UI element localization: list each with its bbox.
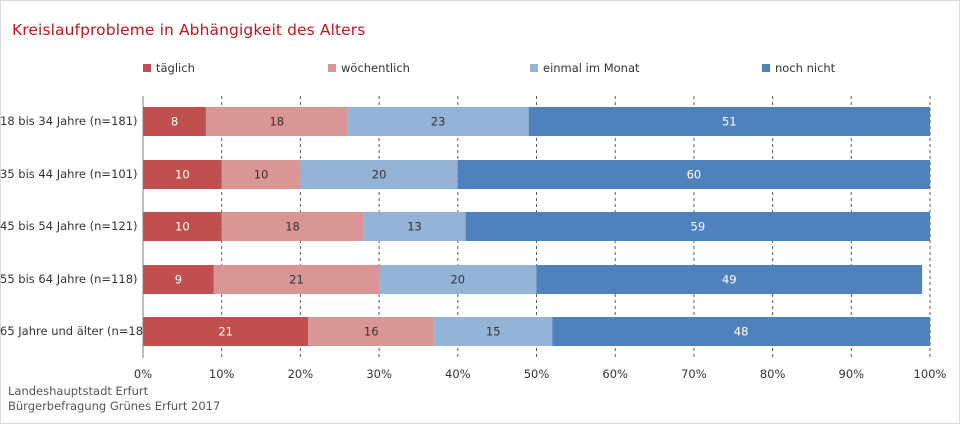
bar-segment <box>465 212 930 241</box>
x-tick-label: 30% <box>366 367 392 381</box>
bar-value-label: 21 <box>289 273 304 287</box>
x-tick-label: 70% <box>681 367 707 381</box>
legend-label: einmal im Monat <box>543 61 640 75</box>
legend-label: täglich <box>156 61 195 75</box>
bar-segment <box>143 317 309 346</box>
x-tick-label: 100% <box>913 367 947 381</box>
bar-segment <box>205 107 348 136</box>
x-tick-label: 20% <box>287 367 314 381</box>
bar-segment <box>552 317 930 346</box>
bar-segment <box>300 160 458 189</box>
x-tick-label: 10% <box>208 367 235 381</box>
x-tick-label: 90% <box>838 367 865 381</box>
bar-value-label: 20 <box>450 273 465 287</box>
legend-swatch <box>762 64 770 72</box>
legend-item: noch nicht <box>762 61 835 75</box>
bar-value-label: 51 <box>722 115 737 129</box>
bar-segment <box>143 107 206 136</box>
bar-value-label: 8 <box>171 115 178 129</box>
x-tick-label: 80% <box>759 367 786 381</box>
bar-value-label: 18 <box>285 220 300 234</box>
category-label: 65 Jahre und älter (n=185) <box>0 323 155 338</box>
bar-segment <box>528 107 930 136</box>
bar-value-label: 15 <box>486 325 501 339</box>
bar-value-label: 23 <box>431 115 446 129</box>
legend-swatch <box>530 64 538 72</box>
chart-title: Kreislaufprobleme in Abhängigkeit des Al… <box>12 21 366 39</box>
bar-value-label: 16 <box>364 325 379 339</box>
bar-value-label: 10 <box>175 220 190 234</box>
bar-value-label: 21 <box>218 325 233 339</box>
bar-value-label: 59 <box>691 220 706 234</box>
legend-swatch <box>328 64 336 72</box>
bar-value-label: 49 <box>722 273 737 287</box>
category-label: 45 bis 54 Jahre (n=121) <box>0 218 138 233</box>
category-label: 35 bis 44 Jahre (n=101) <box>0 166 138 181</box>
bar-segment <box>213 265 380 294</box>
legend-label: wöchentlich <box>341 61 410 75</box>
source-line-1: Landeshauptstadt Erfurt <box>8 384 149 398</box>
bar-segment <box>536 265 923 294</box>
bar-segment <box>221 212 364 241</box>
bar-value-label: 60 <box>687 168 702 182</box>
legend-swatch <box>143 64 151 72</box>
source-line-2: Bürgerbefragung Grünes Erfurt 2017 <box>8 399 221 413</box>
bar-segment <box>457 160 930 189</box>
x-tick-label: 50% <box>523 367 550 381</box>
bar-value-label: 9 <box>175 273 182 287</box>
legend-item: wöchentlich <box>328 61 410 75</box>
category-label: 18 bis 34 Jahre (n=181) <box>0 113 138 128</box>
bar-segment <box>363 212 466 241</box>
bar-segment <box>434 317 553 346</box>
legend-item: täglich <box>143 61 195 75</box>
legend-label: noch nicht <box>775 61 836 75</box>
bar-segment <box>221 160 301 189</box>
bar-segment <box>308 317 435 346</box>
bar-value-label: 18 <box>269 115 284 129</box>
x-tick-label: 40% <box>445 367 471 381</box>
bar-segment <box>347 107 529 136</box>
category-label: 55 bis 64 Jahre (n=118) <box>0 271 138 286</box>
x-tick-label: 60% <box>602 367 628 381</box>
bar-value-label: 10 <box>254 168 269 182</box>
bar-value-label: 13 <box>407 220 422 234</box>
bar-value-label: 48 <box>734 325 749 339</box>
x-tick-label: 0% <box>133 367 153 381</box>
bar-value-label: 10 <box>175 168 190 182</box>
bar-segment <box>143 212 222 241</box>
bar-segment <box>379 265 537 294</box>
bar-segment <box>143 160 222 189</box>
legend-item: einmal im Monat <box>530 61 640 75</box>
bar-segment <box>143 265 214 294</box>
bar-value-label: 20 <box>372 168 387 182</box>
